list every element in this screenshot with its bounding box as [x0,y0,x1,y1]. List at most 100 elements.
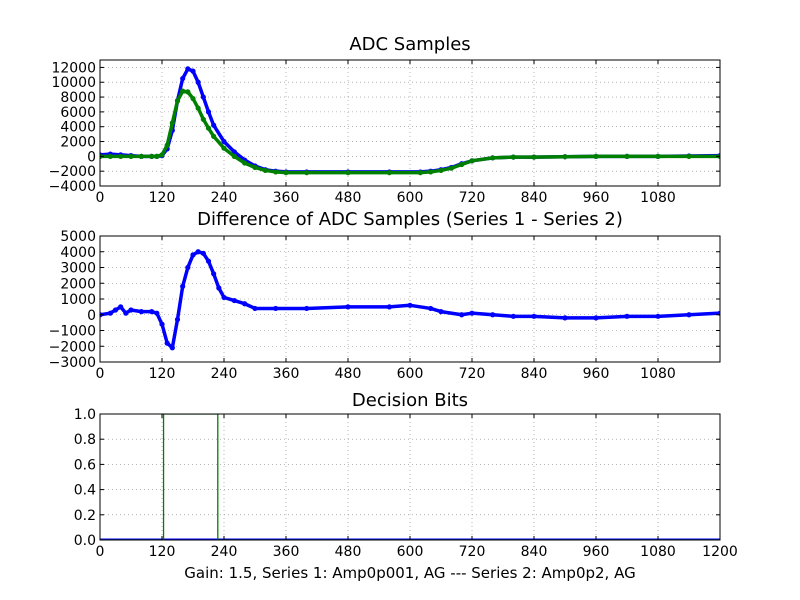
data-point [242,160,248,166]
x-tick-label: 1080 [640,544,676,560]
data-point [407,302,413,308]
x-tick-label: 480 [335,544,362,560]
data-point [195,79,201,85]
x-tick-label: 600 [397,190,424,206]
y-tick-label: 0 [87,149,96,165]
data-point [169,345,175,351]
y-tick-label: −2000 [49,339,96,355]
x-tick-label: 120 [149,366,176,382]
data-point [459,161,465,168]
x-tick-label: 480 [335,190,362,206]
data-point [262,167,268,174]
data-point [252,305,258,312]
x-tick-label: 360 [273,544,300,560]
data-point [211,122,217,128]
data-point [205,109,212,115]
data-point [154,310,160,316]
data-point [531,154,537,160]
data-point [149,309,155,315]
data-point [510,313,516,319]
data-point [180,75,186,82]
figure-caption: Gain: 1.5, Series 1: Amp0p001, AG --- Se… [184,564,635,582]
x-tick-label: 1080 [640,190,676,206]
data-point [200,116,206,122]
data-point [624,313,630,319]
data-point [128,307,134,313]
data-point [562,154,568,160]
x-tick-label: 960 [583,366,610,382]
data-point [438,309,444,315]
data-point [174,98,181,104]
data-point [531,313,537,319]
x-tick-label: 1080 [640,366,676,382]
y-tick-label: 0.2 [74,508,96,524]
data-point [304,305,310,312]
data-point [138,309,144,315]
data-point [345,170,351,176]
x-tick-label: 960 [583,544,610,560]
data-point [164,142,170,148]
y-tick-label: 1.0 [74,407,96,423]
data-point [655,313,661,319]
y-tick-label: 12000 [51,60,96,76]
x-tick-label: 840 [521,366,548,382]
data-point [118,153,124,159]
data-point [438,167,444,174]
x-tick-label: 1200 [702,544,738,560]
data-point [283,170,289,176]
data-point [221,294,227,301]
x-tick-label: 720 [459,544,486,560]
data-point [686,153,692,159]
y-tick-label: 2000 [60,276,96,292]
difference-panel: 0 120 240 360 480 600 720 840 960 1080 −3000−2000−… [49,229,721,382]
y-tick-label: 0.6 [74,457,96,473]
y-tick-label: 4000 [60,245,96,261]
y-tick-label: 5000 [60,229,96,245]
data-point [304,170,310,176]
y-tick-label: 0.8 [74,432,96,448]
data-point [211,271,217,277]
decision-bits-panel: 0 120 240 360 480 600 720 840 960 1080 1200 0.0 0.2 0… [74,407,738,560]
data-point [273,169,279,175]
y-tick-label: 4000 [60,120,96,136]
data-point [221,145,227,151]
data-point [205,258,212,264]
data-point [510,154,516,160]
data-point [190,95,196,102]
x-tick-label: 600 [397,544,424,560]
x-tick-label: 0 [96,366,105,382]
data-point [154,153,160,159]
y-tick-label: 3000 [60,261,96,277]
x-tick-label: 0 [96,190,105,206]
data-point [190,68,196,74]
data-point [428,169,434,175]
series-group [100,66,720,176]
data-point [273,305,279,312]
data-point [231,297,237,304]
x-tick-label: 360 [273,366,300,382]
x-tick-label: 840 [521,190,548,206]
y-tick-label: 0.4 [74,483,96,499]
adc-samples-title: ADC Samples [349,34,470,55]
series-group [100,249,720,351]
x-tick-label: 120 [149,544,176,560]
data-point [123,310,129,316]
adc-samples-panel: 0 120 240 360 480 600 720 840 960 1080 −4000−20000… [49,59,721,206]
y-tick-label: −1000 [49,324,96,340]
data-point [469,310,475,316]
data-point [655,153,661,159]
data-point [211,133,217,139]
data-point [205,125,212,131]
x-tick-label: 600 [397,366,424,382]
data-point [562,315,568,321]
data-point [469,158,475,164]
data-point [448,165,454,171]
data-point [190,252,196,258]
data-point [128,153,134,159]
x-tick-label: 120 [149,190,176,206]
x-tick-label: 360 [273,190,300,206]
data-point [200,250,206,256]
y-tick-label: −2000 [49,164,96,180]
